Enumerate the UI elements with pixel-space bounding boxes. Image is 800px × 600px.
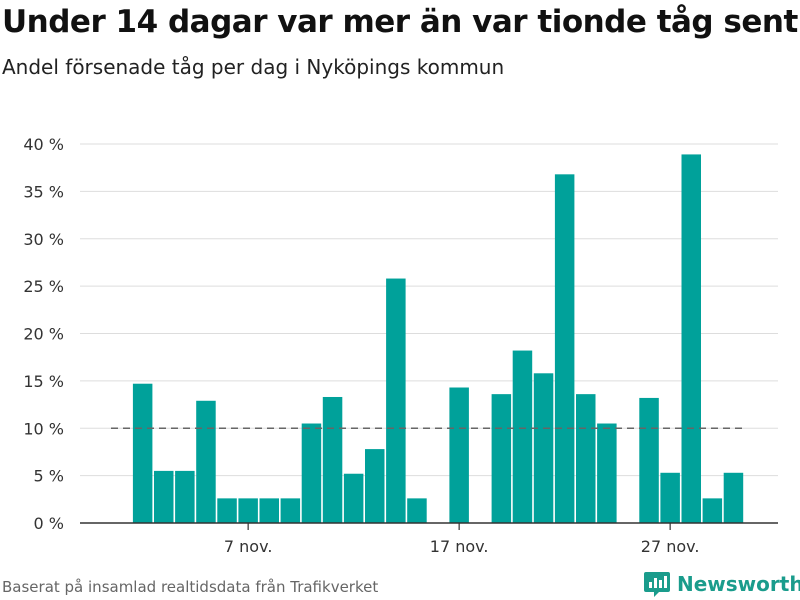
y-tick-label: 10 % xyxy=(23,419,64,438)
x-tick-label: 27 nov. xyxy=(641,537,700,556)
bar xyxy=(554,174,575,523)
bar xyxy=(259,498,279,523)
y-tick-label: 20 % xyxy=(23,325,64,344)
y-tick-label: 0 % xyxy=(34,514,64,533)
bar xyxy=(512,350,533,523)
bar xyxy=(660,472,680,523)
bar xyxy=(365,449,385,523)
bar xyxy=(491,394,512,523)
bar xyxy=(386,278,406,523)
bar xyxy=(217,498,237,523)
bar xyxy=(238,498,258,523)
brand-logo: Newsworthy xyxy=(643,570,800,598)
chart-subtitle: Andel försenade tåg per dag i Nyköpings … xyxy=(2,55,505,79)
bar xyxy=(702,498,723,523)
bar xyxy=(576,394,596,523)
bar xyxy=(280,498,301,523)
bar xyxy=(407,498,427,523)
x-tick-label: 7 nov. xyxy=(224,537,273,556)
bar xyxy=(322,396,343,523)
y-tick-label: 5 % xyxy=(34,467,64,486)
y-tick-label: 40 % xyxy=(23,135,64,154)
bar xyxy=(449,387,469,523)
bar xyxy=(639,397,659,523)
x-tick-label: 17 nov. xyxy=(430,537,489,556)
bar xyxy=(132,383,153,523)
bar xyxy=(196,400,216,523)
bar xyxy=(175,470,195,523)
y-tick-label: 30 % xyxy=(23,230,64,249)
bar xyxy=(154,470,174,523)
chart-title: Under 14 dagar var mer än var tionde tåg… xyxy=(2,4,798,40)
y-tick-label: 35 % xyxy=(23,182,64,201)
y-tick-label: 25 % xyxy=(23,277,64,296)
brand-name: Newsworthy xyxy=(677,572,800,596)
bar xyxy=(301,423,322,523)
bar xyxy=(597,423,617,523)
bar xyxy=(681,154,701,524)
y-tick-label: 15 % xyxy=(23,372,64,391)
source-note: Baserat på insamlad realtidsdata från Tr… xyxy=(2,578,379,596)
bar xyxy=(533,373,554,523)
bar xyxy=(723,472,744,523)
bar xyxy=(343,473,364,523)
newsworthy-logo-icon xyxy=(644,572,670,597)
